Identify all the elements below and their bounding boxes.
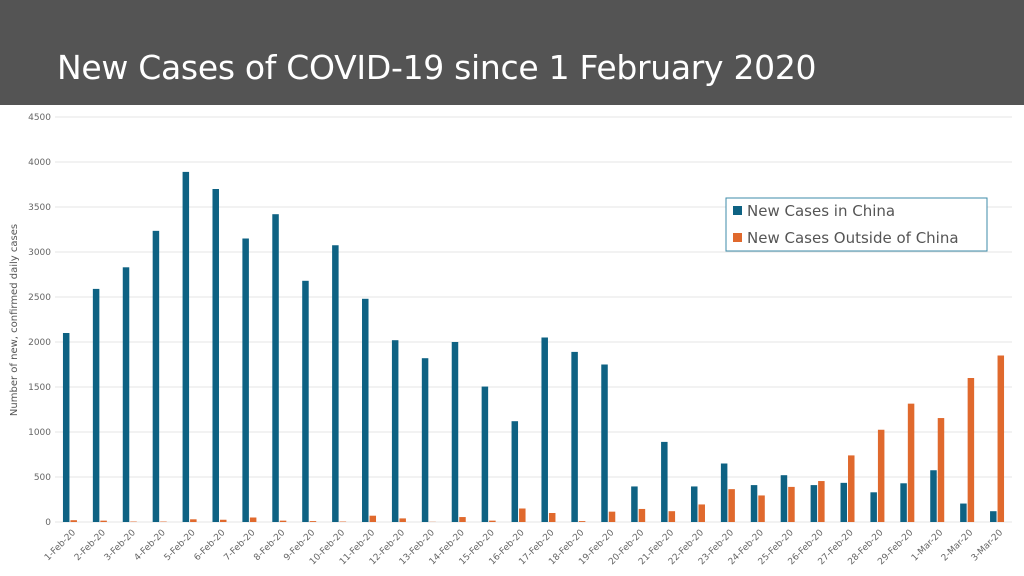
bar-china-17-feb-20 xyxy=(541,337,548,522)
bar-outside-12-feb-20 xyxy=(399,518,406,522)
bar-outside-29-feb-20 xyxy=(907,403,915,522)
bar-china-23-feb-20 xyxy=(720,463,728,522)
bar-china-1-feb-20 xyxy=(62,333,70,522)
bar-outside-2-mar-20 xyxy=(967,378,975,522)
bar-china-24-feb-20 xyxy=(750,485,758,522)
bar-china-15-feb-20 xyxy=(481,386,489,522)
bar-china-12-feb-20 xyxy=(391,340,399,522)
bar-china-16-feb-20 xyxy=(511,421,519,522)
bar-china-8-feb-20 xyxy=(272,214,279,522)
bar-china-10-feb-20 xyxy=(332,245,339,522)
bar-outside-15-feb-20 xyxy=(489,520,496,522)
legend-box xyxy=(725,197,988,252)
x-tick-label: 8-Feb-20 xyxy=(252,528,287,563)
y-tick-label: 4500 xyxy=(28,113,51,123)
y-axis-label: Number of new, confirmed daily cases xyxy=(9,224,20,416)
bar-outside-3-mar-20 xyxy=(997,355,1005,522)
bar-outside-5-feb-20 xyxy=(190,519,197,522)
bar-china-3-mar-20 xyxy=(990,511,997,522)
legend: New Cases in China New Cases Outside of … xyxy=(725,197,988,252)
bar-outside-1-feb-20 xyxy=(70,520,77,522)
bar-china-26-feb-20 xyxy=(810,485,818,522)
bar-outside-22-feb-20 xyxy=(698,504,705,522)
bar-outside-28-feb-20 xyxy=(877,429,885,522)
bar-china-2-feb-20 xyxy=(92,288,100,522)
bar-china-9-feb-20 xyxy=(302,280,309,522)
bar-china-25-feb-20 xyxy=(780,475,788,522)
legend-swatch-outside xyxy=(733,233,742,242)
legend-label-outside: New Cases Outside of China xyxy=(747,229,959,247)
bar-outside-9-feb-20 xyxy=(309,521,317,522)
bar-outside-24-feb-20 xyxy=(758,495,765,522)
bar-china-3-feb-20 xyxy=(122,267,130,522)
x-axis-ticks: 1-Feb-202-Feb-203-Feb-204-Feb-205-Feb-20… xyxy=(43,528,1005,567)
title-bar: New Cases of COVID-19 since 1 February 2… xyxy=(0,0,1024,105)
bar-outside-14-feb-20 xyxy=(459,517,466,522)
x-tick-label: 3-Feb-20 xyxy=(103,528,138,563)
bars xyxy=(62,171,1005,522)
bar-china-19-feb-20 xyxy=(601,364,608,522)
bar-outside-19-feb-20 xyxy=(608,511,616,522)
bar-china-7-feb-20 xyxy=(242,238,249,522)
bar-outside-8-feb-20 xyxy=(279,520,287,522)
bar-outside-18-feb-20 xyxy=(578,521,586,522)
y-tick-label: 2000 xyxy=(28,338,51,348)
x-tick-label: 4-Feb-20 xyxy=(133,528,168,563)
bar-china-22-feb-20 xyxy=(690,486,698,522)
y-tick-label: 3500 xyxy=(28,203,51,213)
bar-outside-6-feb-20 xyxy=(219,519,227,522)
bar-china-28-feb-20 xyxy=(870,492,877,522)
bar-outside-23-feb-20 xyxy=(728,489,735,522)
bar-china-1-mar-20 xyxy=(930,470,937,522)
y-tick-label: 1000 xyxy=(28,428,51,438)
x-tick-label: 6-Feb-20 xyxy=(193,528,228,563)
bar-outside-25-feb-20 xyxy=(788,486,795,522)
bar-china-21-feb-20 xyxy=(661,441,668,522)
bar-outside-26-feb-20 xyxy=(818,481,825,522)
y-tick-label: 2500 xyxy=(28,293,51,303)
y-tick-label: 1500 xyxy=(28,383,51,393)
bar-outside-27-feb-20 xyxy=(848,455,855,522)
x-tick-label: 3-Mar-20 xyxy=(970,528,1006,564)
bar-china-27-feb-20 xyxy=(840,482,848,522)
legend-swatch-china xyxy=(733,206,742,215)
bar-china-29-feb-20 xyxy=(900,483,907,522)
bar-china-14-feb-20 xyxy=(451,342,459,522)
bar-china-6-feb-20 xyxy=(212,189,219,522)
legend-label-china: New Cases in China xyxy=(747,202,895,220)
bar-china-13-feb-20 xyxy=(421,358,429,522)
y-tick-label: 0 xyxy=(45,518,51,528)
bar-china-2-mar-20 xyxy=(960,503,967,522)
bar-outside-7-feb-20 xyxy=(249,517,257,522)
y-tick-label: 500 xyxy=(34,473,51,483)
bar-china-11-feb-20 xyxy=(362,298,369,522)
bar-outside-20-feb-20 xyxy=(638,508,646,522)
bar-china-4-feb-20 xyxy=(152,230,160,522)
bar-outside-16-feb-20 xyxy=(519,508,526,522)
bar-china-18-feb-20 xyxy=(571,351,578,522)
x-tick-label: 7-Feb-20 xyxy=(222,528,257,563)
bar-outside-17-feb-20 xyxy=(548,513,556,522)
page-title: New Cases of COVID-19 since 1 February 2… xyxy=(57,48,817,87)
bar-outside-1-mar-20 xyxy=(937,418,945,522)
y-tick-label: 3000 xyxy=(28,248,51,258)
x-tick-label: 1-Feb-20 xyxy=(43,528,78,563)
y-tick-label: 4000 xyxy=(28,158,51,168)
y-axis-ticks: 0 500 1000 1500 2000 2500 3000 3500 4000 4500 xyxy=(28,113,51,528)
bar-outside-2-feb-20 xyxy=(100,520,107,522)
bar-outside-21-feb-20 xyxy=(668,511,676,522)
grid-lines xyxy=(55,116,1012,523)
x-tick-label: 5-Feb-20 xyxy=(163,528,198,563)
bar-china-20-feb-20 xyxy=(631,486,638,522)
x-tick-label: 2-Feb-20 xyxy=(73,528,108,563)
bar-outside-11-feb-20 xyxy=(369,515,377,522)
bar-china-5-feb-20 xyxy=(182,171,190,522)
